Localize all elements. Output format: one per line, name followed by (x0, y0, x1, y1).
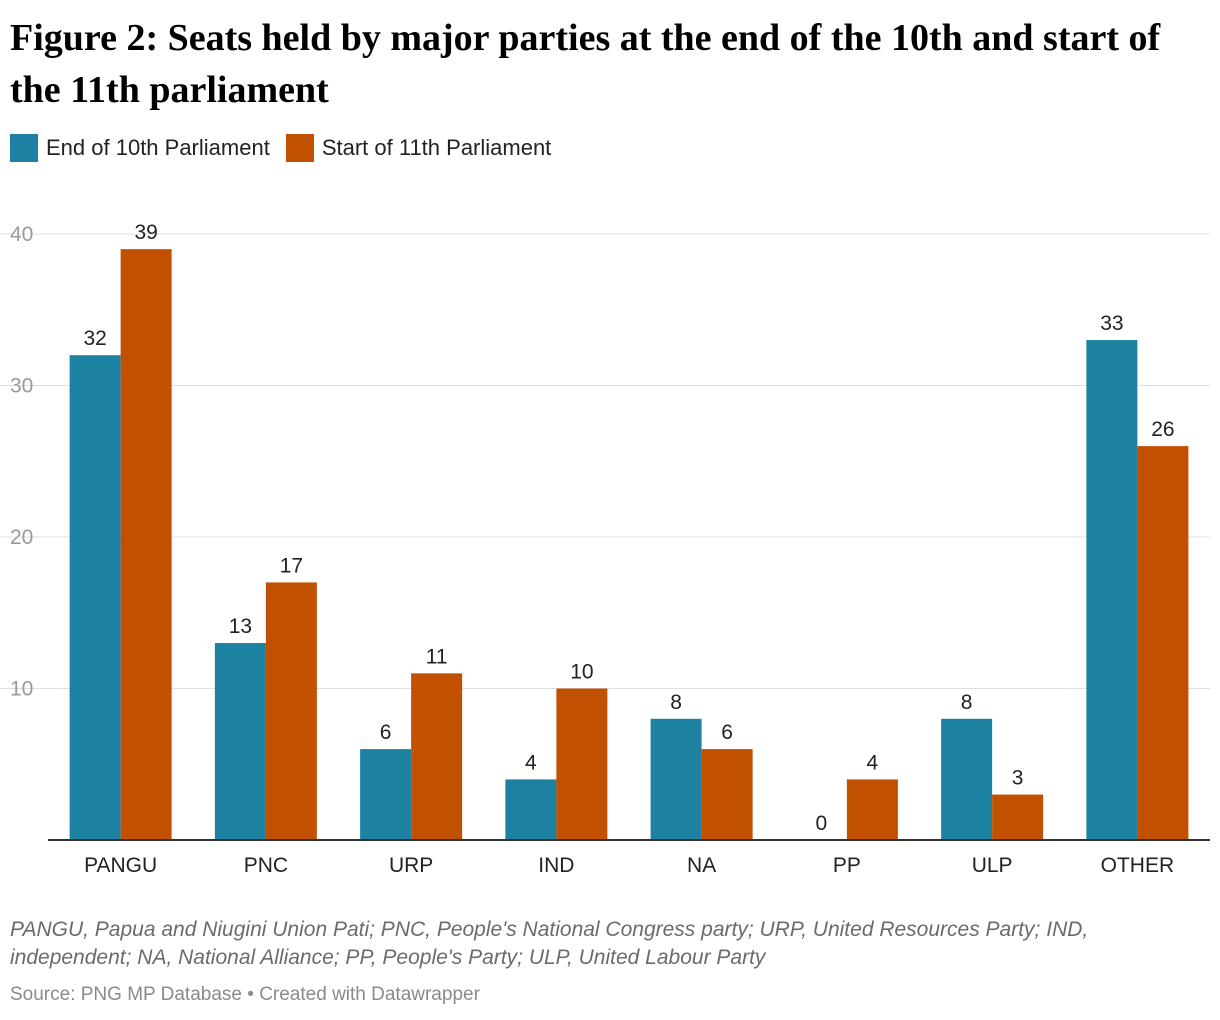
x-tick-label: ULP (972, 854, 1013, 877)
bar (846, 779, 898, 840)
x-tick-label: NA (687, 854, 716, 877)
bar (556, 688, 608, 840)
legend-item-series-1: End of 10th Parliament (10, 134, 270, 162)
data-label: 0 (816, 812, 828, 835)
bar-chart: 102030403239PANGU1317PNC611URP410IND86NA… (0, 221, 1210, 877)
bar (941, 718, 993, 840)
bar (1137, 446, 1189, 840)
bar (214, 643, 266, 840)
legend-item-series-2: Start of 11th Parliament (285, 134, 552, 162)
x-tick-label: PNC (244, 854, 288, 877)
bar (992, 794, 1044, 840)
data-label: 17 (280, 554, 303, 577)
data-label: 6 (380, 721, 392, 744)
data-label: 4 (867, 751, 879, 774)
bar (650, 718, 702, 840)
x-tick-label: PANGU (84, 854, 157, 877)
data-label: 26 (1151, 418, 1174, 441)
data-label: 39 (134, 221, 157, 244)
bar (411, 673, 463, 840)
y-tick-label: 10 (10, 678, 33, 701)
bar (1086, 340, 1138, 840)
y-tick-label: 20 (10, 526, 33, 549)
x-tick-label: IND (538, 854, 574, 877)
bar (69, 355, 121, 840)
data-label: 32 (83, 327, 106, 350)
x-tick-label: URP (389, 854, 433, 877)
chart-title: Figure 2: Seats held by major parties at… (10, 17, 1161, 111)
x-tick-label: OTHER (1101, 854, 1175, 877)
data-label: 3 (1012, 767, 1024, 790)
x-tick-label: PP (833, 854, 861, 877)
data-label: 8 (961, 691, 973, 714)
legend-label-series-1: End of 10th Parliament (46, 135, 270, 160)
legend-label-series-2: Start of 11th Parliament (321, 135, 552, 160)
data-label: 4 (525, 751, 537, 774)
bar (120, 249, 172, 840)
chart-source: Source: PNG MP Database • Created with D… (10, 984, 480, 1005)
chart-notes: PANGU, Papua and Niugini Union Pati; PNC… (10, 918, 1089, 969)
legend: End of 10th Parliament Start of 11th Par… (10, 134, 567, 162)
bar (701, 749, 753, 840)
legend-swatch-series-2 (285, 134, 314, 162)
y-tick-label: 40 (10, 223, 33, 246)
data-label: 13 (229, 615, 252, 638)
bar (265, 582, 317, 840)
data-label: 8 (670, 691, 682, 714)
data-label: 10 (570, 661, 593, 684)
data-label: 11 (426, 645, 448, 668)
y-tick-label: 30 (10, 375, 33, 398)
data-label: 6 (721, 721, 733, 744)
bar (360, 749, 412, 840)
bar (505, 779, 557, 840)
legend-swatch-series-1 (10, 134, 38, 162)
data-label: 33 (1100, 312, 1123, 335)
